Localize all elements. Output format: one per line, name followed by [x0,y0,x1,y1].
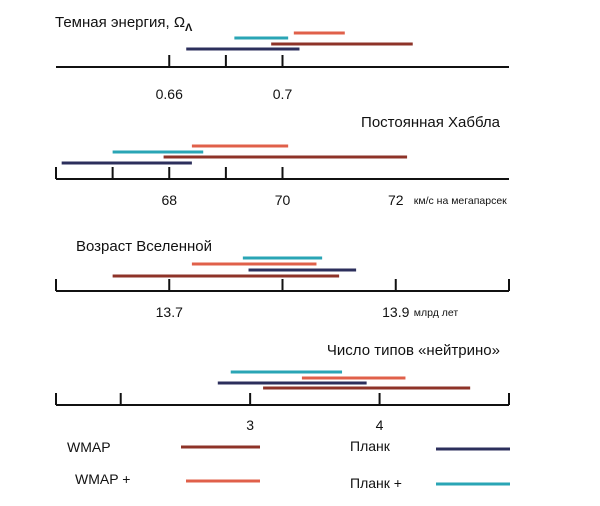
axis-unit: км/с на мегапарсек [414,195,507,207]
panel-title: Возраст Вселенной [76,238,212,255]
tick-label: 13.7 [156,304,183,320]
legend-label: Планк [350,438,391,454]
tick-label: 0.7 [273,86,293,102]
panel-4: Число типов «нейтрино» 3 4 [55,342,510,433]
legend-item: WMAP [67,439,260,455]
tick-label: 70 [275,192,291,208]
tick-label: 0.66 [156,86,183,102]
legend-item: Планк [350,438,510,454]
panel-3: Возраст Вселенной 13.7 13.9 млрд лет [55,238,510,320]
tick-label: 13.9 [382,304,409,320]
legend: WMAP WMAP + Планк Планк + [67,438,510,491]
panel-2: Постоянная Хаббла 68 70 72 км/с на мегапарсе… [55,114,509,208]
tick-label: 4 [376,417,384,433]
panel-1: Темная энергия, ΩΛ 0.66 0.7 [55,14,509,102]
legend-label: WMAP + [75,471,130,487]
tick-label: 72 [388,192,404,208]
panel-title: Темная энергия, ΩΛ [55,14,193,34]
legend-item: Планк + [350,475,510,491]
legend-item: WMAP + [75,471,260,487]
panel-title: Число типов «нейтрино» [327,342,500,359]
tick-label: 3 [246,417,254,433]
legend-label: WMAP [67,439,111,455]
panel-title: Постоянная Хаббла [361,114,501,131]
tick-label: 68 [161,192,177,208]
legend-label: Планк + [350,475,402,491]
axis-unit: млрд лет [414,307,459,319]
